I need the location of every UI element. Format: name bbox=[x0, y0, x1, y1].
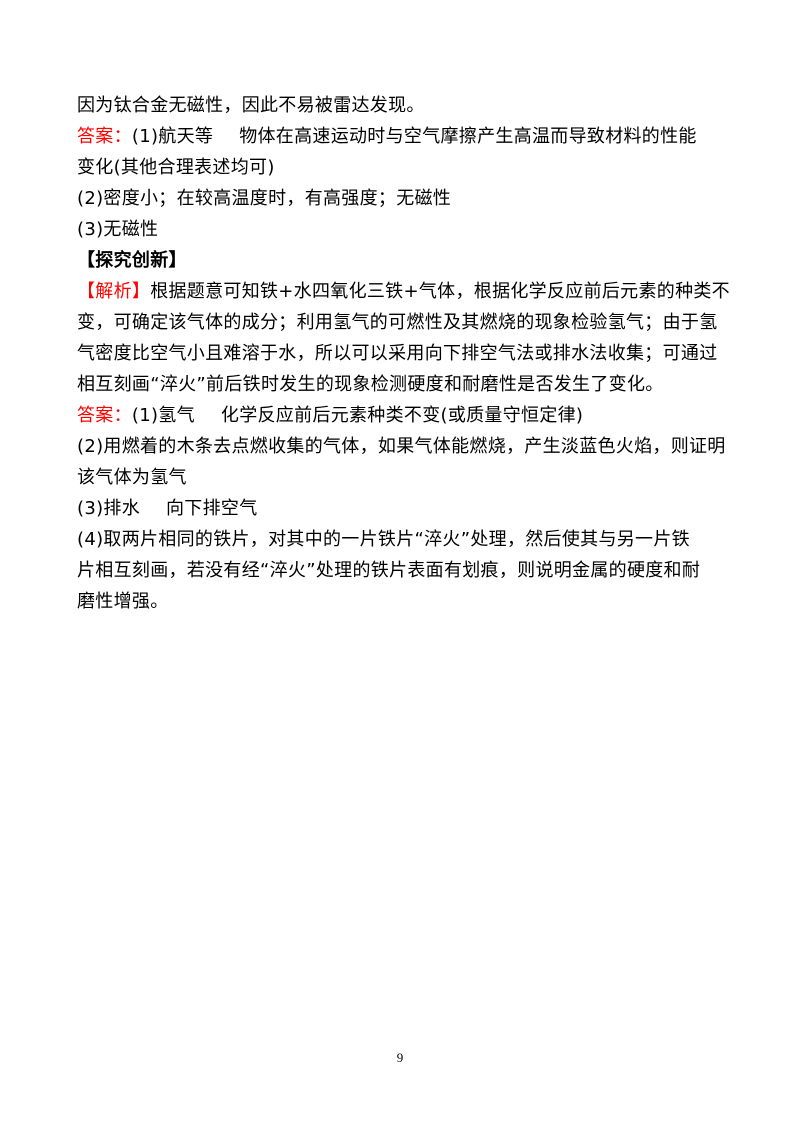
line-text: 因为钛合金无磁性，因此不易被雷达发现。 bbox=[77, 95, 425, 116]
line-text: 片相互刻画，若没有经“淬火”处理的铁片表面有划痕，则说明金属的硬度和耐 bbox=[77, 560, 701, 581]
document-body: 因为钛合金无磁性，因此不易被雷达发现。 答案：(1)航天等 物体在高速运动时与空气… bbox=[77, 90, 737, 617]
analysis-label: 【解析】 bbox=[77, 281, 151, 302]
line-text: (3)排水 bbox=[77, 498, 140, 519]
analysis-line: 【解析】根据题意可知铁+水四氧化三铁+气体，根据化学反应前后元素的种类不 bbox=[77, 276, 737, 307]
text-line: (4)取两片相同的铁片，对其中的一片铁片“淬火”处理，然后使其与另一片铁 bbox=[77, 524, 737, 555]
text-line: 变化(其他合理表述均可) bbox=[77, 152, 737, 183]
line-text: 磨性增强。 bbox=[77, 591, 169, 612]
line-text: (1)航天等 bbox=[131, 126, 214, 147]
answer-line: 答案：(1)航天等 物体在高速运动时与空气摩擦产生高温而导致材料的性能 bbox=[77, 121, 737, 152]
line-text: 物体在高速运动时与空气摩擦产生高温而导致材料的性能 bbox=[239, 126, 697, 147]
line-text: (3)无磁性 bbox=[77, 219, 159, 240]
line-text: 相互刻画“淬火”前后铁时发生的现象检测硬度和耐磨性是否发生了变化。 bbox=[77, 374, 664, 395]
line-text: (4)取两片相同的铁片，对其中的一片铁片“淬火”处理，然后使其与另一片铁 bbox=[77, 529, 690, 550]
line-text: (2)用燃着的木条去点燃收集的气体，如果气体能燃烧，产生淡蓝色火焰，则证明 bbox=[77, 436, 726, 457]
text-line: 因为钛合金无磁性，因此不易被雷达发现。 bbox=[77, 90, 737, 121]
section-heading: 【探究创新】 bbox=[77, 245, 737, 276]
text-line: (3)排水 向下排空气 bbox=[77, 493, 737, 524]
line-text: (2)密度小；在较高温度时，有高强度；无磁性 bbox=[77, 188, 452, 209]
page-number: 9 bbox=[396, 1050, 404, 1065]
text-line: 气密度比空气小且难溶于水，所以可以采用向下排空气法或排水法收集；可通过 bbox=[77, 338, 737, 369]
text-line: 该气体为氢气 bbox=[77, 462, 737, 493]
text-line: 变，可确定该气体的成分；利用氢气的可燃性及其燃烧的现象检验氢气；由于氢 bbox=[77, 307, 737, 338]
line-text: 根据题意可知铁+水四氧化三铁+气体，根据化学反应前后元素的种类不 bbox=[150, 281, 730, 302]
heading-text: 【探究创新】 bbox=[77, 250, 187, 271]
answer-label: 答案： bbox=[77, 405, 132, 426]
text-line: (3)无磁性 bbox=[77, 214, 737, 245]
text-line: (2)用燃着的木条去点燃收集的气体，如果气体能燃烧，产生淡蓝色火焰，则证明 bbox=[77, 431, 737, 462]
line-text: 该气体为氢气 bbox=[77, 467, 187, 488]
answer-label: 答案： bbox=[77, 126, 132, 147]
text-line: 片相互刻画，若没有经“淬火”处理的铁片表面有划痕，则说明金属的硬度和耐 bbox=[77, 555, 737, 586]
text-line: (2)密度小；在较高温度时，有高强度；无磁性 bbox=[77, 183, 737, 214]
line-text: 变，可确定该气体的成分；利用氢气的可燃性及其燃烧的现象检验氢气；由于氢 bbox=[77, 312, 718, 333]
line-text: 变化(其他合理表述均可) bbox=[77, 157, 275, 178]
line-text: 化学反应前后元素种类不变(或质量守恒定律) bbox=[220, 405, 584, 426]
line-text: 气密度比空气小且难溶于水，所以可以采用向下排空气法或排水法收集；可通过 bbox=[77, 343, 718, 364]
line-text: 向下排空气 bbox=[166, 498, 258, 519]
text-line: 相互刻画“淬火”前后铁时发生的现象检测硬度和耐磨性是否发生了变化。 bbox=[77, 369, 737, 400]
text-line: 磨性增强。 bbox=[77, 586, 737, 617]
answer-line: 答案：(1)氢气 化学反应前后元素种类不变(或质量守恒定律) bbox=[77, 400, 737, 431]
line-text: (1)氢气 bbox=[131, 405, 195, 426]
